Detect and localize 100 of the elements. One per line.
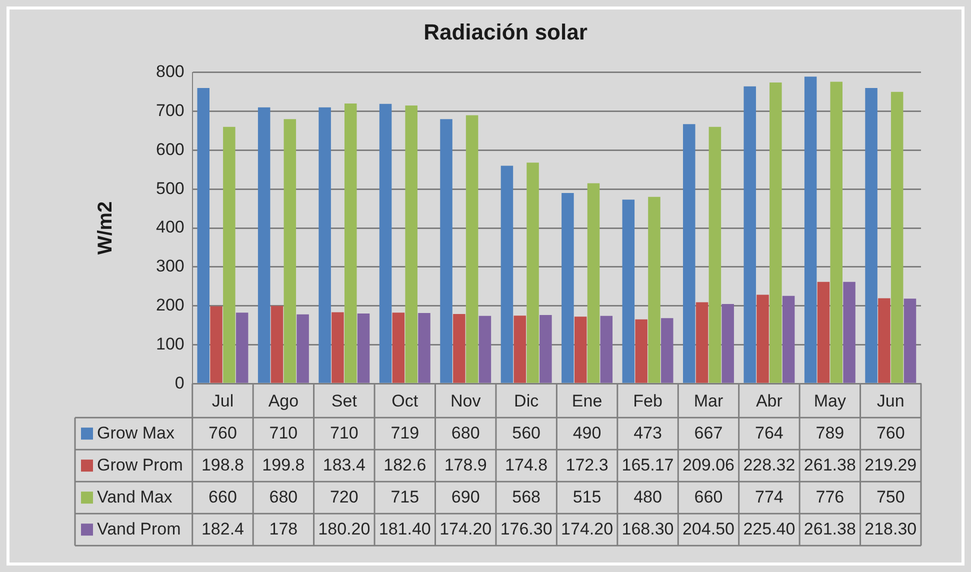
y-tick-label: 400 bbox=[156, 218, 184, 237]
data-label: 660 bbox=[208, 487, 237, 506]
bar bbox=[696, 302, 708, 383]
y-tick-label: 0 bbox=[174, 373, 184, 392]
data-label: 198.8 bbox=[201, 455, 244, 474]
data-label: 178.9 bbox=[444, 455, 487, 474]
bar bbox=[878, 298, 890, 383]
legend-label: Grow Max bbox=[97, 423, 175, 442]
bar bbox=[197, 88, 210, 383]
x-tick-label: Jul bbox=[212, 391, 234, 410]
data-label: 180.20 bbox=[318, 519, 370, 538]
y-tick-label: 300 bbox=[156, 256, 184, 276]
bar bbox=[756, 294, 769, 383]
bar bbox=[357, 314, 370, 383]
data-label: 219.29 bbox=[864, 455, 917, 474]
bar bbox=[223, 126, 236, 383]
chart-title: Radiación solar bbox=[424, 19, 588, 44]
data-label: 710 bbox=[330, 423, 358, 442]
y-tick-label: 800 bbox=[156, 62, 184, 82]
bar bbox=[500, 166, 514, 383]
x-tick-label: Dic bbox=[514, 391, 540, 410]
bar bbox=[635, 319, 648, 383]
data-label: 218.30 bbox=[864, 519, 917, 538]
data-label: 715 bbox=[390, 487, 420, 506]
bar bbox=[574, 316, 587, 383]
data-label: 750 bbox=[876, 487, 905, 506]
y-tick-label: 500 bbox=[156, 178, 184, 198]
bar bbox=[782, 296, 795, 383]
data-label: 690 bbox=[451, 487, 480, 506]
data-label: 776 bbox=[816, 487, 844, 506]
data-label: 568 bbox=[512, 487, 541, 506]
bar bbox=[453, 314, 466, 383]
data-label: 181.40 bbox=[378, 519, 431, 538]
bar bbox=[258, 107, 270, 383]
data-label: 182.4 bbox=[201, 519, 244, 538]
bar bbox=[843, 282, 856, 383]
bar bbox=[817, 282, 830, 383]
bar bbox=[587, 183, 600, 383]
data-label: 261.38 bbox=[804, 519, 856, 538]
y-tick-label: 600 bbox=[156, 140, 184, 159]
bar bbox=[270, 306, 284, 383]
data-label: 760 bbox=[876, 423, 905, 442]
data-label: 172.3 bbox=[566, 455, 608, 474]
bar bbox=[600, 316, 613, 383]
data-label: 660 bbox=[694, 487, 723, 506]
data-label: 760 bbox=[208, 423, 237, 442]
data-label: 680 bbox=[269, 487, 298, 506]
bar bbox=[318, 107, 331, 383]
bar bbox=[296, 314, 309, 383]
data-label: 480 bbox=[634, 487, 662, 506]
data-label: 199.8 bbox=[262, 455, 305, 474]
data-label: 176.30 bbox=[500, 519, 552, 538]
bar bbox=[648, 196, 660, 383]
x-tick-label: Abr bbox=[756, 391, 783, 410]
bar bbox=[344, 104, 357, 383]
bar bbox=[830, 82, 842, 383]
bar bbox=[540, 315, 552, 383]
data-label: 515 bbox=[572, 487, 602, 506]
y-tick-label: 100 bbox=[156, 334, 184, 354]
data-label: 680 bbox=[451, 423, 480, 442]
data-label: 710 bbox=[269, 423, 298, 442]
bar bbox=[332, 312, 344, 383]
data-label: 168.30 bbox=[622, 519, 674, 538]
bar bbox=[904, 298, 916, 383]
data-label: 178 bbox=[269, 519, 298, 538]
data-label: 473 bbox=[634, 423, 662, 442]
data-label: 182.6 bbox=[384, 455, 426, 474]
x-tick-label: Ene bbox=[572, 391, 602, 410]
data-label: 774 bbox=[755, 487, 784, 506]
bar bbox=[708, 126, 722, 383]
y-tick-label: 200 bbox=[156, 295, 184, 314]
data-label: 560 bbox=[512, 423, 541, 442]
bar bbox=[284, 119, 296, 383]
x-tick-label: May bbox=[814, 391, 846, 410]
data-label: 667 bbox=[694, 423, 723, 442]
bar bbox=[562, 192, 574, 383]
bar bbox=[890, 92, 904, 383]
y-axis-title: W/m2 bbox=[94, 201, 117, 255]
bar bbox=[210, 306, 222, 383]
bar bbox=[744, 86, 756, 383]
bar bbox=[722, 304, 734, 383]
x-tick-label: Jun bbox=[876, 391, 904, 410]
data-label: 174.20 bbox=[440, 519, 492, 538]
bar bbox=[514, 316, 526, 383]
data-label: 719 bbox=[390, 423, 420, 442]
x-tick-label: Ago bbox=[268, 391, 299, 410]
data-label: 228.32 bbox=[743, 455, 796, 474]
data-label: 225.40 bbox=[743, 519, 796, 538]
data-label: 204.50 bbox=[682, 519, 734, 538]
data-label: 209.06 bbox=[682, 455, 734, 474]
bar bbox=[804, 76, 817, 383]
data-label: 490 bbox=[572, 423, 602, 442]
legend-label: Grow Prom bbox=[97, 455, 183, 474]
data-label: 789 bbox=[816, 423, 844, 442]
bar bbox=[418, 313, 430, 383]
data-label: 174.8 bbox=[505, 455, 548, 474]
bar bbox=[683, 124, 696, 383]
data-label: 261.38 bbox=[804, 455, 856, 474]
x-tick-label: Set bbox=[331, 391, 358, 410]
bar bbox=[392, 312, 405, 383]
